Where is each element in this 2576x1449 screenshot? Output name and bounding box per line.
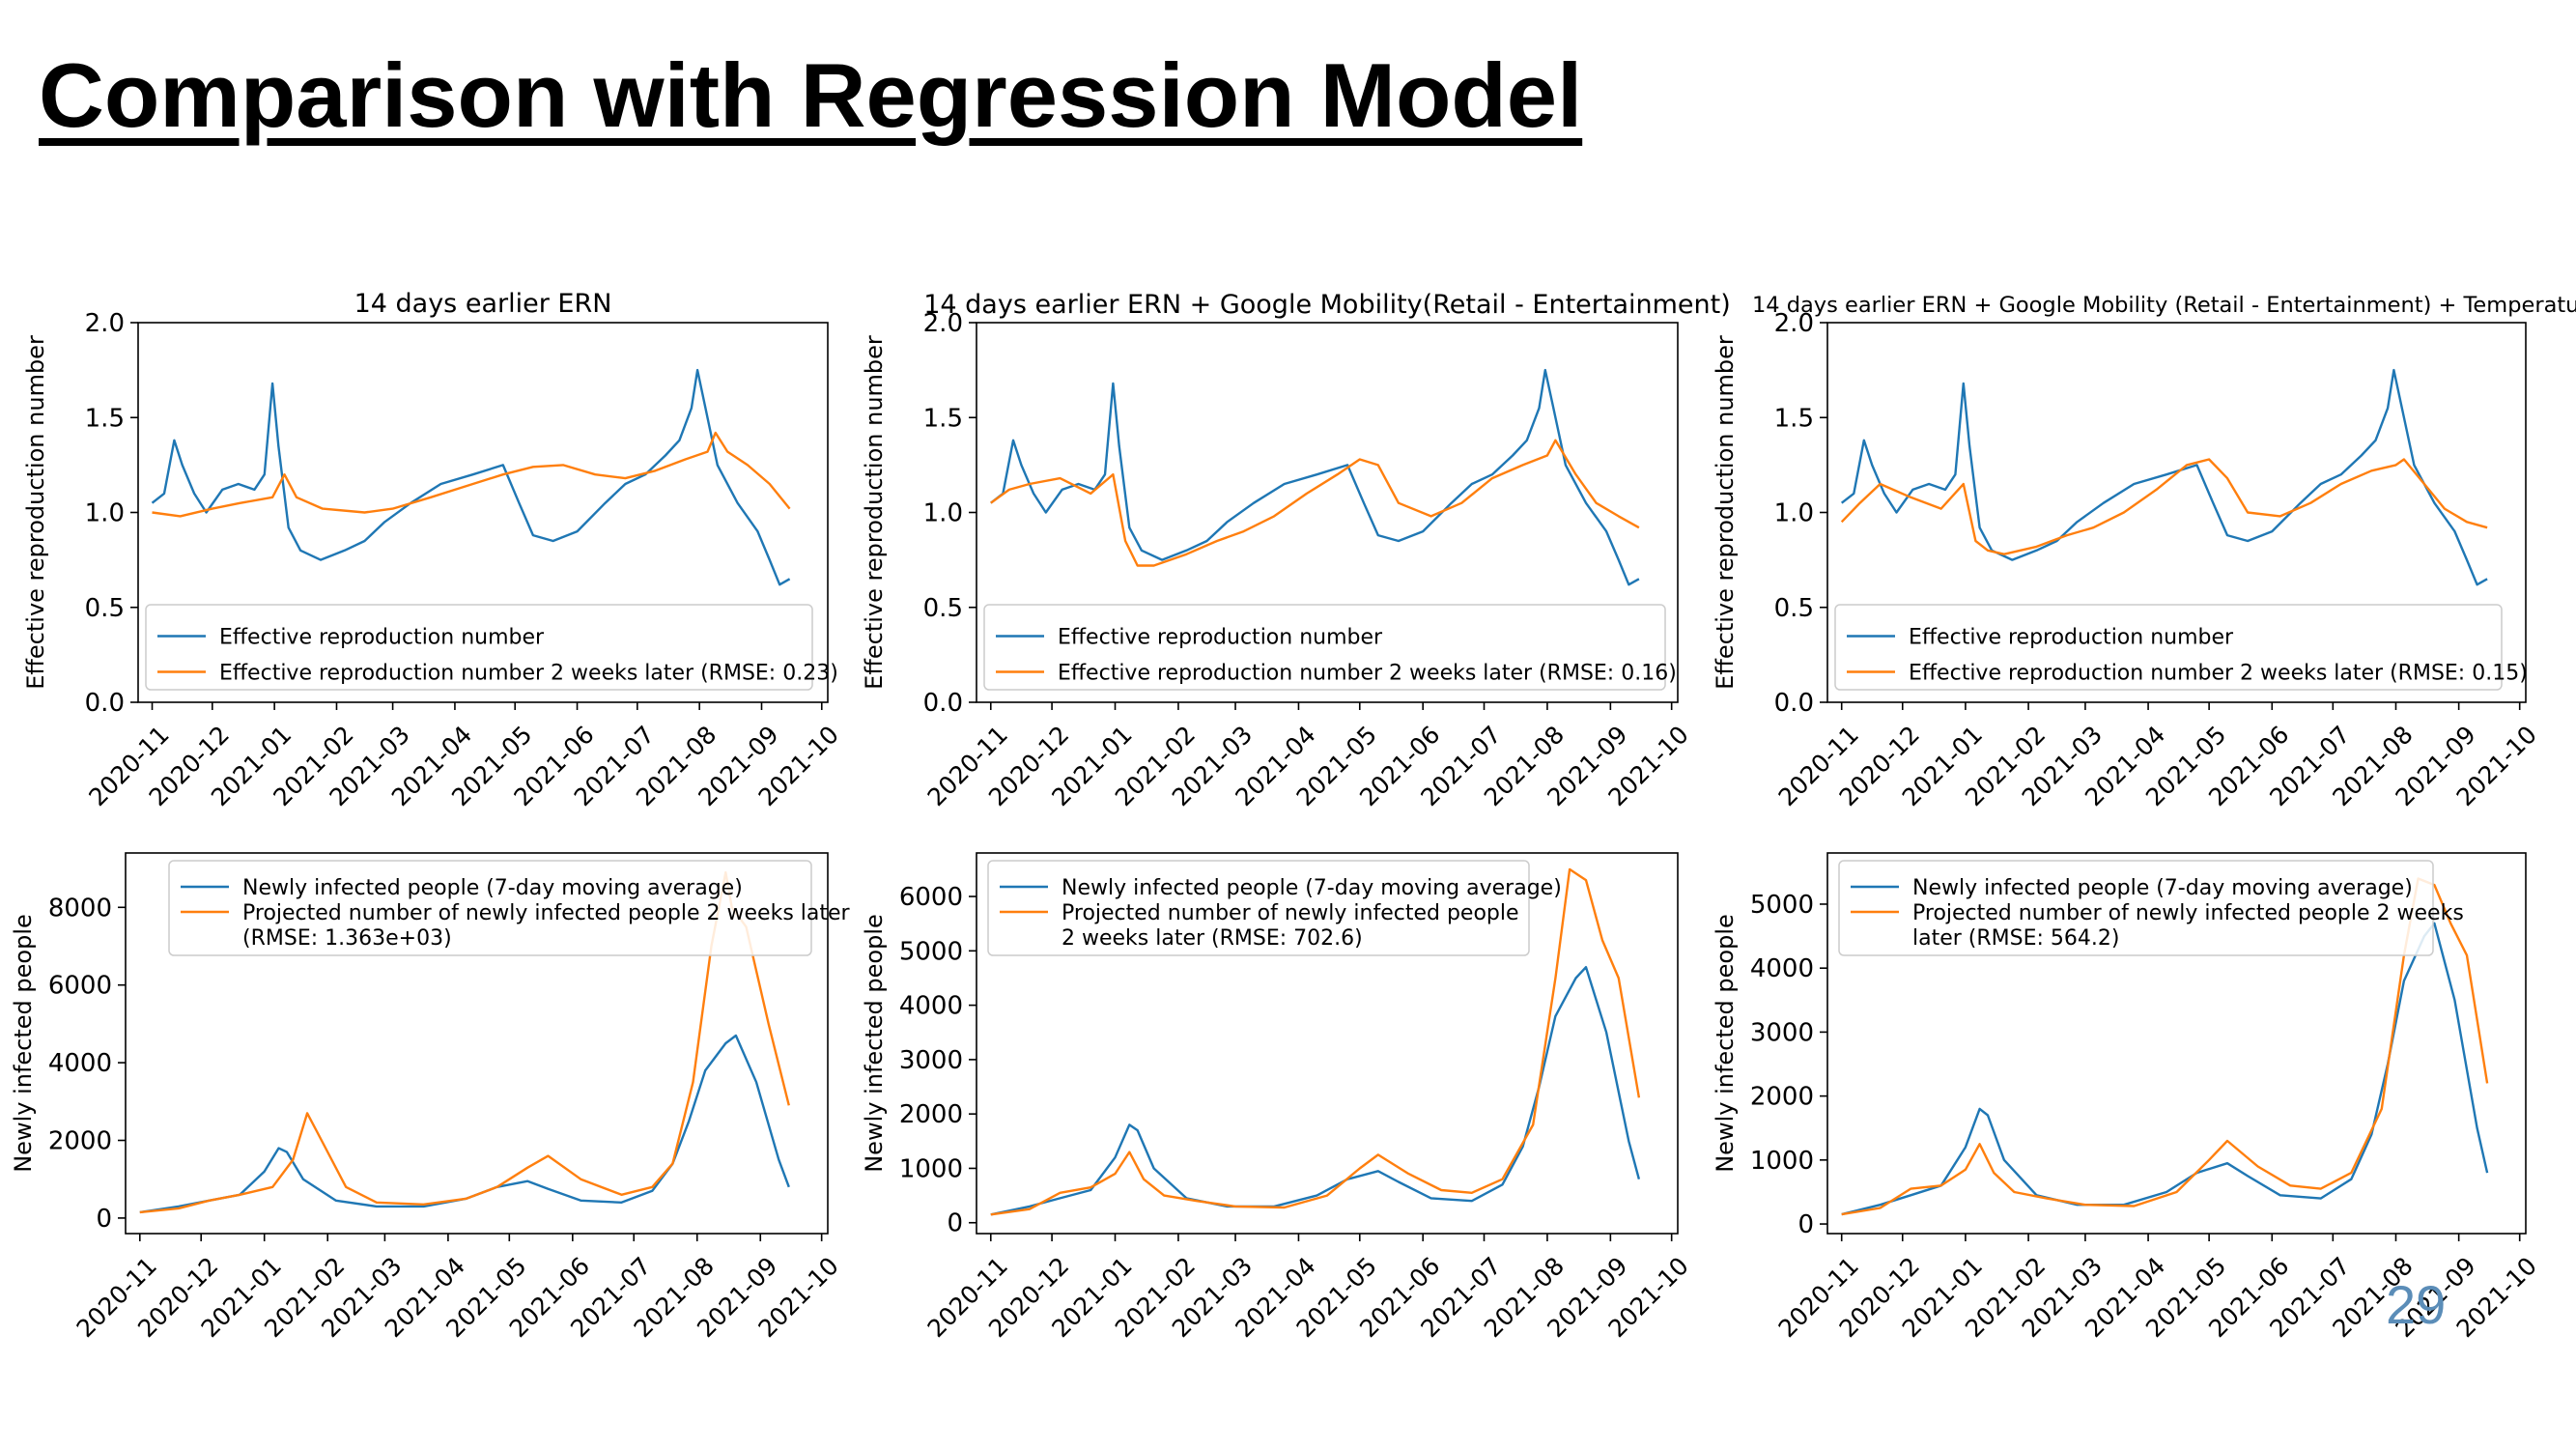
y-tick-label: 1.0	[1774, 499, 1814, 528]
y-tick-label: 5000	[899, 937, 963, 966]
y-tick-label: 0.5	[85, 594, 125, 623]
y-tick-label: 4000	[48, 1049, 112, 1078]
series-line-projected	[990, 439, 1640, 567]
y-tick-label: 5000	[1750, 891, 1814, 920]
series-line-observed	[151, 368, 791, 586]
legend-label: Newly infected people (7-day moving aver…	[242, 876, 743, 900]
y-axis-label: Effective reproduction number	[22, 335, 49, 690]
series-line-observed	[1840, 368, 2488, 586]
legend-box	[983, 604, 1666, 691]
chart-2: 14 days earlier ERN + Google Mobility(Re…	[861, 290, 1731, 811]
legend-label: Effective reproduction number	[219, 626, 545, 650]
y-tick-label: 4000	[899, 992, 963, 1021]
series-line-observed	[139, 1034, 790, 1214]
y-axis-label: Effective reproduction number	[861, 335, 888, 690]
y-tick-label: 1000	[899, 1154, 963, 1183]
chart-4: Newly infected people0200040006000800020…	[10, 852, 851, 1343]
legend-label: Effective reproduction number	[1909, 626, 2234, 650]
legend: Effective reproduction number Effective r…	[145, 604, 838, 691]
legend-label: Effective reproduction number 2 weeks la…	[219, 662, 838, 686]
legend-box	[1834, 604, 2503, 691]
y-tick-label: 2.0	[1774, 309, 1814, 338]
legend: Newly infected people (7-day moving aver…	[987, 860, 1562, 956]
legend: Newly infected people (7-day moving aver…	[1838, 860, 2464, 956]
y-tick-label: 0.0	[85, 689, 125, 718]
legend-label: Newly infected people (7-day moving aver…	[1912, 876, 2413, 900]
y-tick-label: 2000	[1750, 1083, 1814, 1112]
slide-title: Comparison with Regression Model	[39, 44, 1583, 146]
legend-label: Effective reproduction number 2 weeks la…	[1058, 662, 1677, 686]
series-line-observed	[1841, 922, 2489, 1216]
y-tick-label: 3000	[1750, 1018, 1814, 1047]
chart-6: Newly infected people 0 1000 2000 3000 4000 50…	[1712, 852, 2542, 1343]
y-axis-label: Effective reproduction number	[1712, 335, 1739, 690]
y-tick-label: 2000	[899, 1100, 963, 1129]
legend-label: Projected number of newly infected peopl…	[1912, 901, 2464, 925]
y-tick-label: 0.0	[1774, 689, 1814, 718]
page-number: 29	[2386, 1274, 2447, 1335]
y-tick-label: 4000	[1750, 954, 1814, 983]
legend-label: Effective reproduction number	[1058, 626, 1383, 650]
y-tick-label: 1.5	[1774, 404, 1814, 433]
legend: Newly infected people (7-day moving aver…	[168, 860, 851, 956]
legend-box	[145, 604, 813, 691]
y-tick-label: 0	[96, 1205, 112, 1234]
legend-label: 2 weeks later (RMSE: 702.6)	[1062, 926, 1363, 951]
chart-title: 14 days earlier ERN	[354, 289, 612, 319]
y-tick-label: 1.0	[923, 499, 963, 528]
chart-1: 14 days earlier ERN Effective reproductio…	[22, 289, 844, 811]
y-tick-label: 3000	[899, 1046, 963, 1075]
y-tick-label: 0	[947, 1209, 963, 1238]
legend-box	[987, 860, 1530, 956]
y-tick-label: 1000	[1750, 1147, 1814, 1176]
plot-frame	[976, 852, 1679, 1235]
legend-box	[1838, 860, 2434, 956]
y-tick-label: 1.5	[85, 404, 125, 433]
y-tick-label: 8000	[48, 894, 112, 923]
series-line-observed	[990, 966, 1641, 1216]
series-line-projected	[990, 867, 1641, 1216]
chart-5: Newly infected people 0 1000 2000 3000 4000 50…	[861, 852, 1694, 1343]
y-tick-label: 2.0	[85, 309, 125, 338]
y-tick-label: 0.0	[923, 689, 963, 718]
legend-label: later (RMSE: 564.2)	[1912, 926, 2119, 951]
y-axis-label: Newly infected people	[861, 914, 888, 1173]
chart-title: 14 days earlier ERN + Google Mobility (R…	[1752, 293, 2576, 318]
legend-label: Projected number of newly infected peopl…	[242, 901, 851, 925]
series-line-projected	[1840, 458, 2488, 555]
legend-box	[168, 860, 812, 956]
legend-label: Projected number of newly infected peopl…	[1062, 901, 1519, 925]
y-tick-label: 0	[1798, 1210, 1814, 1239]
y-tick-label: 0.5	[923, 594, 963, 623]
chart-title: 14 days earlier ERN + Google Mobility(Re…	[923, 290, 1731, 320]
chart-3: 14 days earlier ERN + Google Mobility (R…	[1712, 293, 2576, 811]
y-tick-label: 1.5	[923, 404, 963, 433]
legend: Effective reproduction number Effective r…	[983, 604, 1677, 691]
plot-frame	[1826, 852, 2527, 1235]
y-tick-label: 0.5	[1774, 594, 1814, 623]
series-line-observed	[990, 368, 1640, 586]
y-axis-label: Newly infected people	[1712, 914, 1739, 1173]
y-tick-label: 6000	[48, 972, 112, 1001]
legend-label: Newly infected people (7-day moving aver…	[1062, 876, 1562, 900]
y-tick-label: 6000	[899, 883, 963, 912]
y-tick-label: 2.0	[923, 309, 963, 338]
y-axis-label: Newly infected people	[10, 914, 37, 1173]
legend-label: Effective reproduction number 2 weeks la…	[1909, 662, 2528, 686]
y-tick-label: 1.0	[85, 499, 125, 528]
series-line-projected	[152, 431, 791, 518]
legend: Effective reproduction number Effective r…	[1834, 604, 2528, 691]
plot-frame	[125, 852, 829, 1235]
legend-label: (RMSE: 1.363e+03)	[242, 926, 452, 951]
y-tick-label: 2000	[48, 1127, 112, 1156]
